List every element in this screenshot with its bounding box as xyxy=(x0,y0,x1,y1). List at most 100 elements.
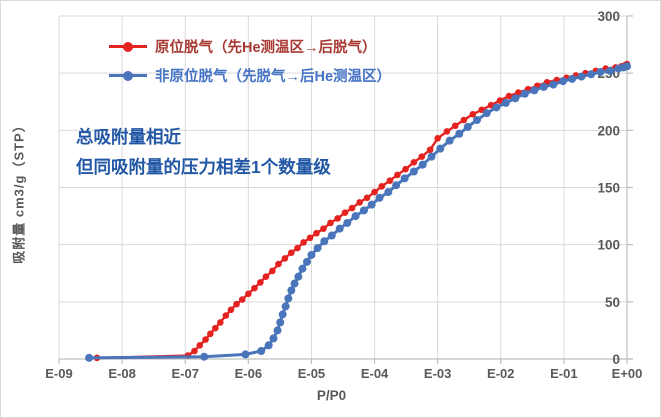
x-tick-label: E-07 xyxy=(171,366,198,381)
series-marker-0 xyxy=(451,122,459,130)
series-marker-0 xyxy=(233,300,240,308)
series-marker-1 xyxy=(281,302,290,311)
series-marker-0 xyxy=(217,319,224,326)
series-marker-1 xyxy=(436,144,445,153)
series-marker-1 xyxy=(200,352,209,361)
legend-item-in-situ: 原位脱气（先He测温区→后脱气） xyxy=(109,32,391,61)
y-tick-label: 50 xyxy=(605,295,620,310)
series-marker-1 xyxy=(269,334,278,343)
series-marker-1 xyxy=(400,174,409,183)
legend-label-ex-situ: 非原位脱气（先脱气→后He测温区） xyxy=(155,69,392,85)
series-marker-0 xyxy=(313,229,320,237)
series-marker-0 xyxy=(363,194,371,202)
series-marker-0 xyxy=(426,146,434,154)
series-marker-0 xyxy=(496,97,504,104)
series-marker-0 xyxy=(262,273,270,280)
series-marker-1 xyxy=(273,326,282,335)
series-marker-0 xyxy=(371,188,378,196)
red-line-marker-icon xyxy=(109,41,147,52)
series-marker-1 xyxy=(375,193,384,202)
series-marker-0 xyxy=(238,296,246,303)
series-marker-1 xyxy=(539,82,548,91)
series-marker-1 xyxy=(327,231,336,240)
x-tick-label: E-03 xyxy=(424,366,451,381)
series-marker-0 xyxy=(202,336,209,343)
series-marker-1 xyxy=(284,294,293,303)
series-marker-1 xyxy=(463,122,472,131)
series-marker-0 xyxy=(505,92,513,100)
series-marker-1 xyxy=(445,136,454,145)
blue-line-marker-icon xyxy=(109,70,147,81)
series-marker-0 xyxy=(394,171,401,179)
y-tick-label: 100 xyxy=(597,238,620,253)
series-marker-0 xyxy=(418,153,426,160)
y-tick-label: 0 xyxy=(612,352,620,367)
y-tick-label: 150 xyxy=(597,181,620,196)
series-marker-0 xyxy=(191,347,198,355)
x-tick-label: E-01 xyxy=(550,366,577,381)
series-marker-1 xyxy=(511,94,520,103)
series-marker-1 xyxy=(392,181,401,190)
series-marker-1 xyxy=(568,74,577,83)
series-marker-1 xyxy=(264,341,273,350)
series-marker-0 xyxy=(410,159,418,166)
legend: 原位脱气（先He测温区→后脱气） 非原位脱气（先脱气→后He测温区） xyxy=(109,32,391,90)
x-tick-label: E-04 xyxy=(361,366,389,381)
y-tick-label: 300 xyxy=(597,9,620,24)
series-marker-0 xyxy=(348,204,356,212)
series-marker-1 xyxy=(501,98,510,107)
x-tick-label: E+00 xyxy=(612,366,643,381)
series-marker-1 xyxy=(278,310,287,319)
series-marker-1 xyxy=(241,350,250,359)
series-marker-1 xyxy=(367,200,376,209)
series-marker-0 xyxy=(327,219,334,227)
series-marker-0 xyxy=(207,330,214,338)
series-marker-0 xyxy=(212,324,219,332)
series-marker-1 xyxy=(384,188,393,197)
series-marker-1 xyxy=(85,353,94,362)
series-marker-1 xyxy=(577,72,586,81)
series-marker-1 xyxy=(623,62,631,71)
x-tick-label: E-09 xyxy=(45,366,72,381)
series-marker-1 xyxy=(418,160,427,169)
series-marker-0 xyxy=(469,111,477,118)
series-marker-0 xyxy=(386,177,394,184)
series-marker-0 xyxy=(402,165,409,173)
series-line-1 xyxy=(89,64,628,360)
series-marker-0 xyxy=(196,341,204,349)
y-axis-title: 吸附量 cm3/g（STP） xyxy=(11,118,27,264)
series-marker-0 xyxy=(320,225,327,232)
series-marker-1 xyxy=(559,77,568,86)
series-marker-1 xyxy=(427,152,436,161)
series-marker-1 xyxy=(294,272,303,281)
series-marker-0 xyxy=(460,116,468,124)
x-tick-label: E-08 xyxy=(108,366,135,381)
series-marker-0 xyxy=(294,244,301,252)
series-marker-1 xyxy=(492,103,501,112)
series-marker-0 xyxy=(251,284,258,292)
series-marker-1 xyxy=(320,237,329,246)
series-marker-1 xyxy=(335,224,344,233)
annotation-text: 总吸附量相近 但同吸附量的压力相差1个数量级 xyxy=(76,122,331,182)
series-marker-0 xyxy=(434,135,441,142)
series-marker-1 xyxy=(530,86,539,95)
series-marker-0 xyxy=(269,267,276,275)
series-marker-1 xyxy=(359,206,368,215)
legend-label-in-situ: 原位脱气（先He测温区→后脱气） xyxy=(155,40,377,56)
series-marker-1 xyxy=(409,167,418,176)
series-marker-0 xyxy=(275,260,282,268)
x-tick-label: E-02 xyxy=(487,366,514,381)
x-tick-label: E-05 xyxy=(298,366,325,381)
series-marker-1 xyxy=(473,116,482,125)
series-marker-0 xyxy=(515,89,522,96)
y-tick-label: 200 xyxy=(597,123,620,138)
series-marker-0 xyxy=(341,209,349,216)
series-marker-0 xyxy=(334,215,341,222)
series-marker-0 xyxy=(306,234,314,242)
annotation-line-1: 总吸附量相近 xyxy=(76,127,181,147)
series-marker-1 xyxy=(307,250,316,259)
series-marker-0 xyxy=(222,312,230,319)
series-marker-1 xyxy=(302,257,311,266)
